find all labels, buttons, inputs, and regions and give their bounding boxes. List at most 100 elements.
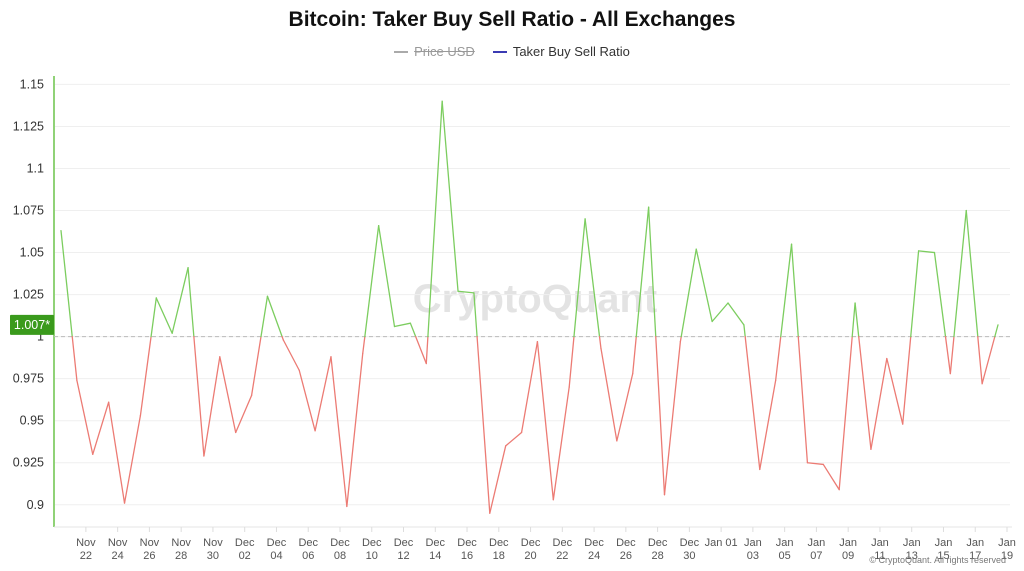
legend-swatch-price-usd: [394, 50, 409, 53]
x-tick-label: 28: [175, 550, 187, 562]
data-point: [853, 301, 857, 305]
data-point: [567, 385, 571, 389]
series-line-segment: [92, 401, 110, 455]
copyright-notice: © CryptoQuant. All rights reserved: [869, 555, 1006, 565]
data-point: [91, 452, 95, 456]
x-tick-label: Nov: [203, 537, 223, 549]
data-point: [107, 400, 111, 404]
series-line-segment: [362, 335, 366, 355]
x-tick-label: Nov: [171, 537, 191, 549]
data-point: [456, 289, 460, 293]
series-line-segment: [977, 335, 983, 385]
series-line-segment: [902, 335, 912, 425]
series-line-segment: [415, 335, 427, 365]
data-point: [234, 430, 238, 434]
series-line-segment: [981, 335, 996, 385]
series-line-segment: [727, 302, 745, 326]
data-point: [662, 493, 666, 497]
data-point: [393, 325, 397, 329]
x-tick-label: 09: [842, 550, 854, 562]
series-line-segment: [616, 372, 634, 442]
data-point: [694, 247, 698, 251]
x-tick-label: Jan 01: [705, 537, 738, 549]
series-line-segment: [377, 225, 396, 328]
series-line-segment: [851, 302, 856, 338]
legend-item-taker-ratio[interactable]: Taker Buy Sell Ratio: [492, 44, 630, 59]
series-line-segment: [536, 341, 554, 501]
series-line-segment: [330, 356, 348, 508]
x-tick-label: Dec: [616, 537, 636, 549]
data-point: [790, 242, 794, 246]
data-point: [472, 291, 476, 295]
x-tick-label: Jan: [903, 537, 921, 549]
x-tick-label: 07: [810, 550, 822, 562]
data-point: [758, 467, 762, 471]
data-point: [440, 99, 444, 103]
series-line-segment: [193, 335, 205, 457]
data-point: [345, 504, 349, 508]
series-line-segment: [917, 250, 936, 254]
x-tick-label: 22: [80, 550, 92, 562]
series-line-segment: [775, 335, 782, 381]
x-tick-label: 28: [651, 550, 663, 562]
series-line-segment: [573, 218, 586, 338]
x-tick-label: Dec: [680, 537, 700, 549]
series-line-segment: [505, 431, 523, 447]
series-line-segment: [441, 100, 459, 292]
legend-item-price-usd[interactable]: Price USD: [394, 44, 475, 59]
y-tick-label: 1.1: [27, 161, 44, 175]
series-line-segment: [250, 335, 262, 397]
series-line-segment: [123, 415, 142, 504]
series-line-segment: [635, 206, 650, 338]
data-point: [313, 429, 317, 433]
x-tick-label: Dec: [425, 537, 445, 549]
series-line-segment: [155, 297, 173, 334]
data-point: [726, 301, 730, 305]
x-tick-label: Jan: [935, 537, 953, 549]
series-line-segment: [150, 297, 157, 338]
x-tick-label: Dec: [394, 537, 414, 549]
series-line-segment: [933, 251, 947, 338]
data-point: [901, 422, 905, 426]
data-point: [250, 393, 254, 397]
series-line-segment: [949, 335, 955, 375]
series-line-segment: [886, 357, 904, 425]
y-tick-label: 1.15: [20, 77, 44, 91]
series-line-segment: [568, 335, 575, 388]
y-tick-label: 1: [37, 330, 44, 344]
y-tick-label: 1.05: [20, 246, 44, 260]
data-point: [742, 323, 746, 327]
x-tick-label: 06: [302, 550, 314, 562]
x-tick-label: Dec: [362, 537, 382, 549]
series-line-segment: [139, 335, 152, 417]
x-tick-label: 12: [397, 550, 409, 562]
x-tick-label: 22: [556, 550, 568, 562]
x-tick-label: 30: [683, 550, 695, 562]
data-point: [123, 501, 127, 505]
series-line-segment: [71, 335, 78, 381]
series-line-segment: [473, 292, 478, 338]
data-point: [218, 355, 222, 359]
x-tick-label: Nov: [140, 537, 160, 549]
series-line-segment: [219, 356, 237, 434]
data-point: [535, 340, 539, 344]
data-point: [202, 454, 206, 458]
series-line-segment: [260, 295, 269, 338]
series-line-segment: [76, 379, 94, 455]
x-tick-label: Jan: [808, 537, 826, 549]
data-point: [996, 323, 1000, 327]
series-line-segment: [854, 302, 860, 338]
series-line-segment: [858, 335, 872, 450]
series-line-segment: [489, 445, 507, 514]
series-line-segment: [744, 335, 761, 471]
data-point: [647, 205, 651, 209]
x-tick-label: Jan: [776, 537, 794, 549]
series-line-segment: [476, 335, 491, 514]
data-point: [424, 362, 428, 366]
data-point: [885, 356, 889, 360]
data-point: [281, 338, 285, 342]
x-tick-label: 26: [620, 550, 632, 562]
data-point: [805, 461, 809, 465]
data-point: [265, 294, 269, 298]
